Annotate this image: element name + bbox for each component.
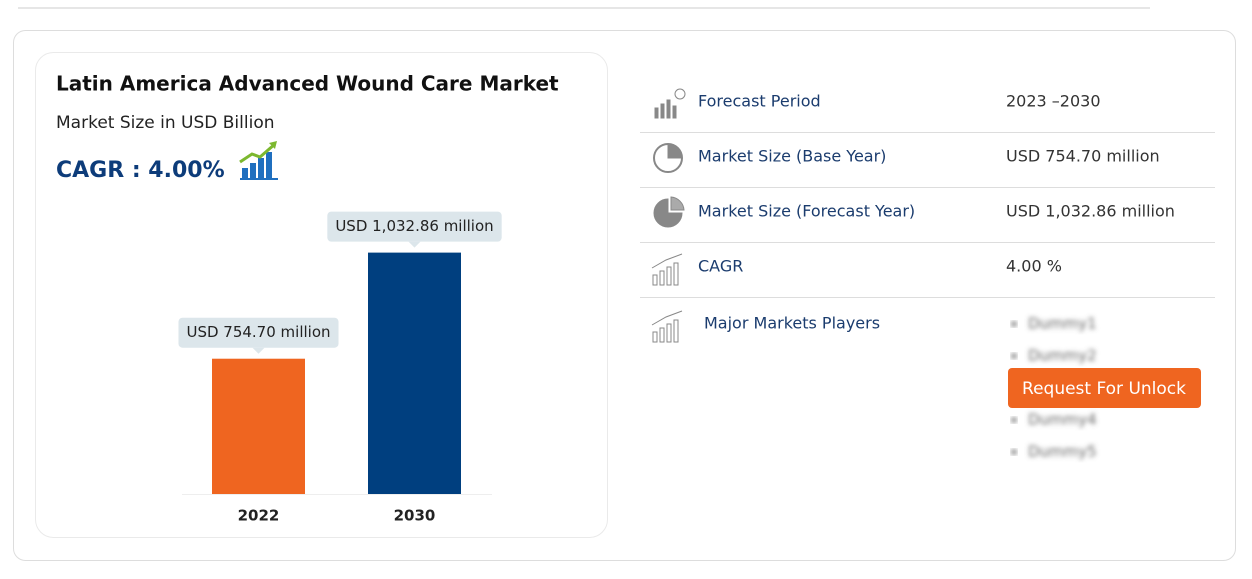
growth-icon — [239, 141, 278, 180]
player-bullet — [1011, 321, 1017, 327]
value-label: USD 754.70 million — [178, 317, 339, 354]
player: Dummy1 — [1028, 315, 1097, 333]
row-label: Market Size (Base Year) — [698, 147, 886, 166]
value-label-bg — [327, 211, 502, 242]
button-bg[interactable] — [1008, 368, 1201, 408]
row-label: CAGR — [698, 257, 743, 276]
chart-card — [35, 52, 608, 538]
player-bullet — [1011, 417, 1017, 423]
value-label: USD 1,032.86 million — [327, 211, 502, 248]
subtitle: Market Size in USD Billion — [56, 113, 275, 133]
value-label-text: USD 754.70 million — [186, 323, 330, 341]
row-value: 2023 –2030 — [1006, 92, 1101, 111]
value-label-pointer — [252, 347, 265, 354]
request-button[interactable]: Request For Unlock — [1008, 368, 1201, 408]
title: Latin America Advanced Wound Care Market — [56, 72, 559, 96]
player: Dummy2 — [1028, 347, 1097, 365]
row-icon — [651, 88, 686, 343]
player: Dummy4 — [1028, 411, 1097, 429]
value-label-pointer — [408, 241, 421, 248]
row-label: Market Size (Forecast Year) — [698, 202, 915, 221]
row-value: USD 754.70 million — [1006, 147, 1160, 166]
row-label: Major Markets Players — [704, 314, 880, 333]
player-bullet — [1011, 449, 1017, 455]
row-label: Forecast Period — [698, 92, 821, 111]
player-bullet — [1011, 353, 1017, 359]
bar — [368, 252, 461, 494]
value-label-bg — [178, 317, 339, 348]
row-value: USD 1,032.86 million — [1006, 202, 1175, 221]
x-tick-label: 2030 — [394, 507, 436, 525]
x-tick-label: 2022 — [238, 507, 280, 525]
value-label-text: USD 1,032.86 million — [335, 217, 493, 235]
bar — [212, 358, 305, 494]
row-value: 4.00 % — [1006, 257, 1062, 276]
button-label[interactable]: Request For Unlock — [1022, 379, 1186, 399]
player: Dummy5 — [1028, 443, 1097, 461]
cagr: CAGR : 4.00% — [56, 158, 225, 183]
